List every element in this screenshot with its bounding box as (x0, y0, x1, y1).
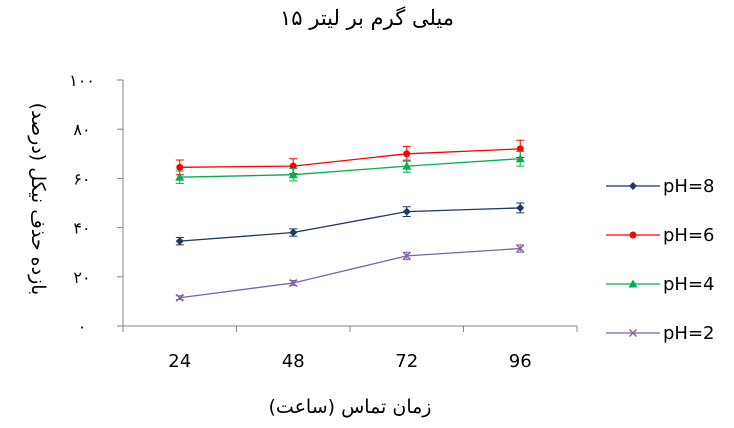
data-point (402, 207, 411, 216)
series-line (179, 158, 521, 178)
data-point (402, 251, 411, 260)
y-tick-label: ۲۰ (73, 268, 90, 287)
legend-label: pH=8 (663, 176, 715, 197)
series-line (179, 207, 521, 242)
y-tick-label: ۱۰۰ (69, 71, 95, 90)
data-point (289, 278, 298, 287)
data-point (289, 162, 297, 170)
data-point (516, 145, 524, 153)
data-point (176, 163, 184, 171)
legend-item: pH=6 (606, 225, 715, 246)
series-line (179, 247, 521, 299)
y-tick-label: ۶۰ (73, 169, 90, 188)
series-pH=6 (175, 139, 525, 176)
legend-marker (628, 279, 638, 288)
y-tick-labels: ۰ ۲۰ ۴۰ ۶۰ ۸۰ ۱۰۰ (69, 71, 95, 336)
x-tick-label: 72 (395, 351, 418, 372)
data-point (516, 203, 525, 212)
plot-area (175, 139, 525, 302)
x-tick-label: 96 (509, 351, 532, 372)
x-axis-label: زمان تماس (ساعت) (268, 396, 432, 418)
data-point (175, 237, 184, 246)
legend-item: pH=4 (606, 274, 715, 295)
axes (117, 79, 578, 332)
data-point (175, 172, 185, 181)
data-point (289, 228, 298, 237)
legend-item: pH=2 (606, 323, 715, 344)
legend: pH=8 pH=6 pH=4 pH=2 (606, 176, 715, 344)
y-tick-label: ۰ (78, 317, 87, 336)
y-axis-label: بازده حذف نیکل (درصد) (27, 102, 49, 296)
data-point (402, 161, 412, 170)
chart-title: ۱۵ میلی گرم بر لیتر (280, 6, 454, 30)
data-point (175, 293, 184, 302)
legend-marker (629, 182, 637, 190)
legend-marker (629, 231, 637, 239)
series-pH=8 (175, 202, 525, 246)
legend-label: pH=2 (663, 323, 715, 344)
series-line (179, 148, 521, 168)
series-pH=4 (175, 150, 525, 184)
legend-item: pH=8 (606, 176, 715, 197)
x-tick-label: 48 (282, 351, 305, 372)
legend-label: pH=6 (663, 225, 715, 246)
x-tick-label: 24 (168, 351, 191, 372)
legend-marker (629, 329, 637, 337)
data-point (403, 150, 411, 158)
x-tick-labels: 24 48 72 96 (168, 351, 531, 372)
data-point (516, 244, 525, 253)
data-point (515, 154, 525, 163)
y-tick-label: ۴۰ (73, 219, 90, 238)
legend-label: pH=4 (663, 274, 715, 295)
data-point (288, 170, 298, 179)
y-tick-label: ۸۰ (73, 120, 90, 139)
series-pH=2 (175, 244, 525, 302)
